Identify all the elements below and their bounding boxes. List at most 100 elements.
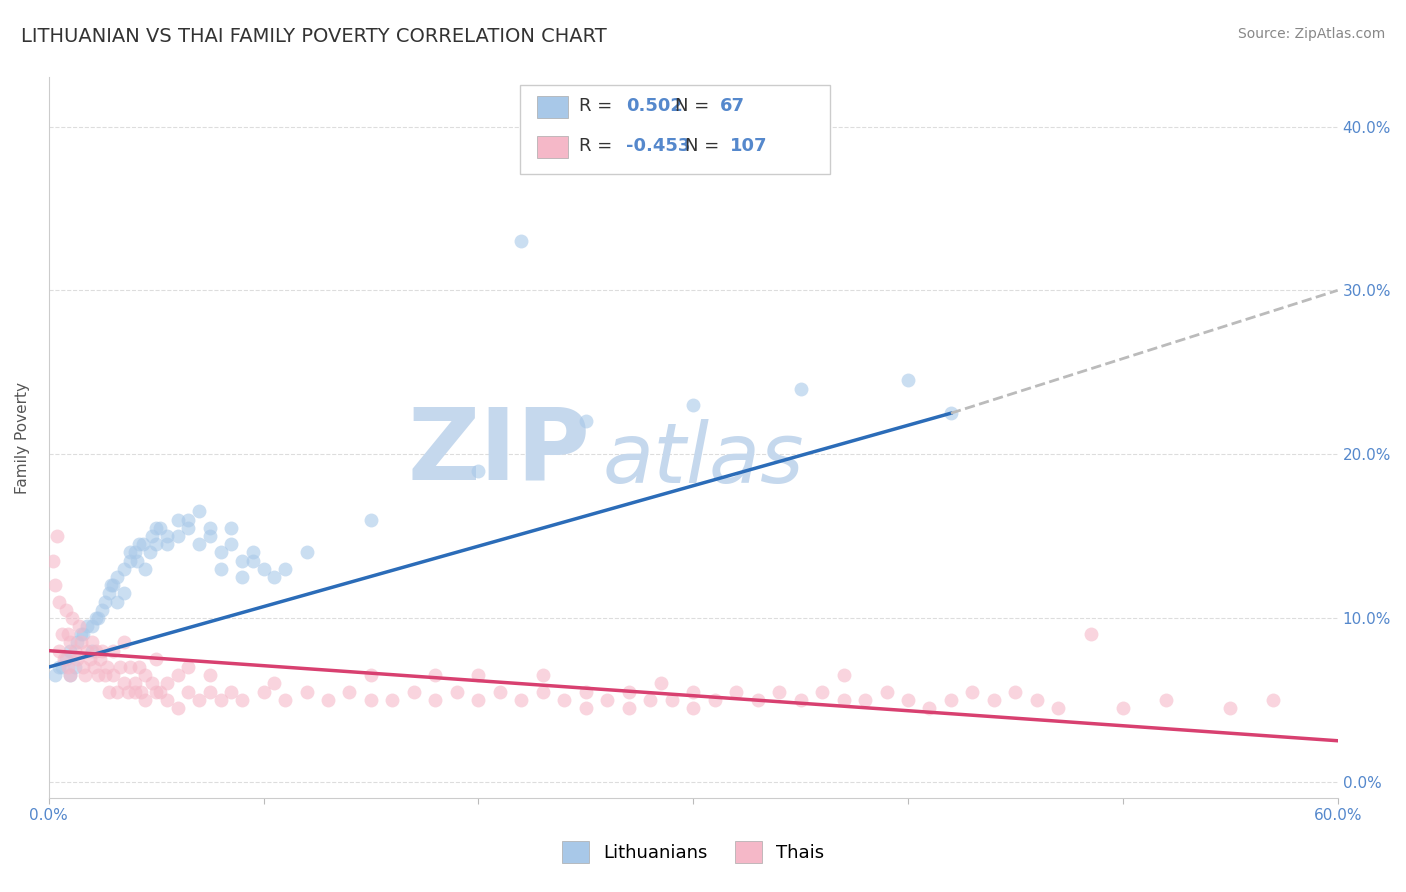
Point xyxy=(1080,627,1102,641)
Point xyxy=(87,611,110,625)
Point xyxy=(108,660,131,674)
Point xyxy=(56,660,79,674)
Point xyxy=(70,627,93,641)
Point xyxy=(100,578,122,592)
Point xyxy=(128,537,150,551)
Point xyxy=(531,684,554,698)
Point xyxy=(67,619,90,633)
Point xyxy=(66,635,89,649)
Point xyxy=(83,660,105,674)
Point xyxy=(59,668,82,682)
Point xyxy=(93,594,115,608)
Point xyxy=(263,570,285,584)
Point xyxy=(221,521,243,535)
Point xyxy=(107,684,129,698)
Point xyxy=(107,594,129,608)
Point xyxy=(274,562,297,576)
Text: LITHUANIAN VS THAI FAMILY POVERTY CORRELATION CHART: LITHUANIAN VS THAI FAMILY POVERTY CORREL… xyxy=(21,27,607,45)
Point xyxy=(72,627,94,641)
Point xyxy=(97,586,120,600)
Point xyxy=(188,504,211,518)
Point xyxy=(51,660,73,674)
Point xyxy=(1263,693,1285,707)
Point xyxy=(489,684,512,698)
Point xyxy=(103,643,125,657)
Text: R =: R = xyxy=(579,97,619,115)
Point xyxy=(84,611,107,625)
Point xyxy=(661,693,683,707)
Point xyxy=(832,693,855,707)
Point xyxy=(1025,693,1047,707)
Point xyxy=(682,701,704,715)
Point xyxy=(832,668,855,682)
Point xyxy=(853,693,876,707)
Point xyxy=(467,668,489,682)
Point xyxy=(510,234,533,248)
Point xyxy=(575,701,598,715)
Point xyxy=(209,545,232,559)
Text: 107: 107 xyxy=(730,137,768,155)
Point xyxy=(132,537,155,551)
Point xyxy=(316,693,339,707)
Text: 67: 67 xyxy=(720,97,745,115)
Point xyxy=(80,619,103,633)
Point xyxy=(638,693,661,707)
Point xyxy=(149,521,172,535)
Point xyxy=(112,635,135,649)
Point xyxy=(252,562,274,576)
Point xyxy=(60,611,83,625)
Point xyxy=(467,463,489,477)
Point xyxy=(1047,701,1070,715)
Point xyxy=(166,513,188,527)
Text: N =: N = xyxy=(685,137,724,155)
Point xyxy=(876,684,898,698)
Point xyxy=(55,603,77,617)
Text: 0.502: 0.502 xyxy=(626,97,682,115)
Point xyxy=(425,668,447,682)
Point xyxy=(617,684,640,698)
Point xyxy=(91,643,114,657)
Point xyxy=(425,693,447,707)
Point xyxy=(231,553,253,567)
Point xyxy=(811,684,834,698)
Point xyxy=(339,684,361,698)
Point xyxy=(156,676,179,690)
Point xyxy=(89,652,111,666)
Point xyxy=(295,684,318,698)
Text: R =: R = xyxy=(579,137,619,155)
Point xyxy=(768,684,790,698)
Point xyxy=(231,570,253,584)
Point xyxy=(360,513,382,527)
Point xyxy=(1154,693,1177,707)
Point xyxy=(42,553,65,567)
Point xyxy=(983,693,1005,707)
Point xyxy=(129,684,152,698)
Point xyxy=(145,521,167,535)
Point xyxy=(91,603,114,617)
Point xyxy=(725,684,748,698)
Point xyxy=(467,693,489,707)
Point xyxy=(682,684,704,698)
Point xyxy=(138,545,160,559)
Point xyxy=(112,676,135,690)
Point xyxy=(198,684,221,698)
Point xyxy=(124,676,146,690)
Point xyxy=(221,684,243,698)
Point xyxy=(166,529,188,543)
Point xyxy=(177,513,200,527)
Point xyxy=(46,529,69,543)
Point xyxy=(962,684,984,698)
Point xyxy=(72,660,94,674)
Point xyxy=(198,668,221,682)
Point xyxy=(531,668,554,682)
Point xyxy=(44,578,66,592)
Point xyxy=(63,660,86,674)
Point xyxy=(134,668,156,682)
Point xyxy=(596,693,619,707)
Point xyxy=(145,537,167,551)
Point xyxy=(295,545,318,559)
Point xyxy=(80,643,103,657)
Point xyxy=(48,643,70,657)
Point xyxy=(188,693,211,707)
Point xyxy=(125,553,148,567)
